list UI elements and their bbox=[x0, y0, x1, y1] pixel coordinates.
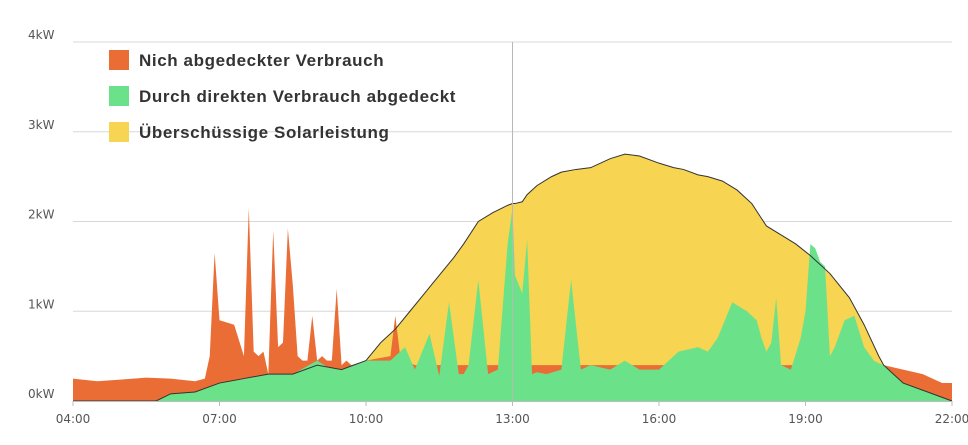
y-tick-label: 4kW bbox=[28, 28, 55, 42]
x-tick-label: 16:00 bbox=[642, 412, 677, 426]
y-tick-label: 2kW bbox=[28, 208, 55, 222]
legend-swatch-direct bbox=[109, 86, 129, 106]
x-tick-label: 13:00 bbox=[495, 412, 530, 426]
x-tick-label: 04:00 bbox=[56, 412, 91, 426]
y-tick-label: 0kW bbox=[28, 387, 55, 401]
legend-label-uncovered: Nich abgedeckter Verbrauch bbox=[139, 51, 384, 70]
axis-layer: 0kW 1kW 2kW 3kW 4kW 04:00 07:00 10:00 13:00 16:00… bbox=[28, 28, 968, 426]
solar-production-line bbox=[73, 153, 953, 402]
legend-label-direct: Durch direkten Verbrauch abgedeckt bbox=[139, 87, 456, 106]
x-tick-label: 22:00 bbox=[935, 412, 968, 426]
legend: Nich abgedeckter Verbrauch Durch direkten… bbox=[109, 50, 456, 142]
legend-label-surplus: Überschüssige Solarleistung bbox=[139, 123, 390, 142]
y-tick-label: 3kW bbox=[28, 118, 55, 132]
series-area-uncovered bbox=[73, 208, 952, 401]
x-tick-label: 10:00 bbox=[349, 412, 384, 426]
x-tick-label: 07:00 bbox=[202, 412, 237, 426]
legend-swatch-surplus bbox=[109, 122, 129, 142]
x-tick-label: 19:00 bbox=[788, 412, 823, 426]
legend-swatch-uncovered bbox=[109, 50, 129, 70]
y-tick-label: 1kW bbox=[28, 297, 55, 311]
